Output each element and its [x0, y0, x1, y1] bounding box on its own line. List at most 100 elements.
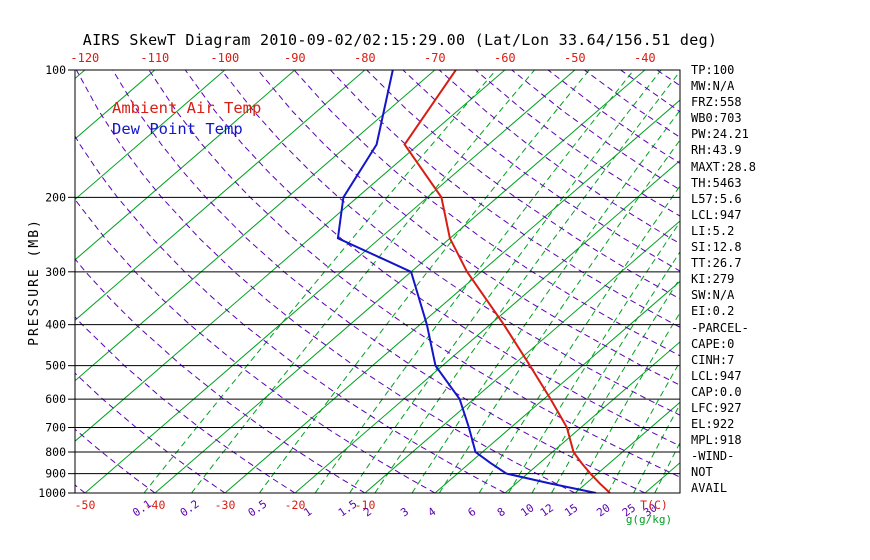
- stat-line: NOT: [691, 465, 713, 480]
- dry-adiabat-line: [75, 135, 506, 493]
- stat-line: TT:26.7: [691, 256, 742, 271]
- isotherm-line: [75, 70, 86, 80]
- mixing-ratio-line: [633, 403, 680, 493]
- dry-adiabat-line: [366, 70, 680, 300]
- isotherm-line: [574, 401, 680, 493]
- mixing-ratio-label: 20: [594, 501, 612, 519]
- mixing-ratio-label: 1: [301, 505, 314, 519]
- isotherm-line: [75, 70, 506, 442]
- isotherm-line: [84, 70, 576, 493]
- mixing-ratio-line: [349, 70, 662, 493]
- mixing-ratio-line: [654, 441, 680, 493]
- mixing-ratio-line: [607, 360, 680, 493]
- mixing-ratio-label: 25: [620, 501, 638, 519]
- mixing-ratio-line: [575, 311, 680, 493]
- dry-adiabat-line: [475, 70, 680, 217]
- stat-line: EI:0.2: [691, 304, 735, 319]
- isotherm-line: [75, 70, 436, 382]
- stat-line: LI:5.2: [691, 223, 735, 238]
- stat-line: MPL:918: [691, 433, 742, 448]
- dry-adiabat-line: [148, 70, 680, 478]
- stat-line: EL:922: [691, 417, 735, 432]
- dew-point-temp-curve: [336, 70, 597, 493]
- stat-line: PW:24.21: [691, 127, 749, 142]
- mixing-ratio-line: [411, 109, 680, 493]
- top-axis-temp-label: -50: [564, 51, 586, 65]
- stat-line: -WIND-: [691, 449, 735, 464]
- stat-line: SI:12.8: [691, 240, 742, 255]
- sounding-stats-panel: TP:100 MW:N/A FRZ:558 WB0:703 PW:24.21 RH:43.…: [691, 62, 756, 497]
- top-axis-temp-label: -120: [70, 51, 99, 65]
- isotherm-line: [294, 159, 680, 493]
- pressure-tick-label: 400: [45, 318, 66, 332]
- pressure-tick-label: 900: [45, 467, 66, 481]
- bottom-axis-temp-label: -10: [355, 498, 376, 512]
- pressure-tick-label: 800: [45, 445, 66, 459]
- top-axis-temp-label: -70: [424, 51, 446, 65]
- mixing-ratio-line: [551, 277, 680, 493]
- mixing-ratio-label: 8: [495, 505, 508, 519]
- dry-adiabat-line: [221, 70, 680, 416]
- dry-adiabat-line: [547, 70, 680, 164]
- mixing-ratio-label: 0.2: [178, 497, 202, 519]
- isotherm-line: [75, 70, 296, 261]
- dry-adiabat-line: [75, 70, 576, 493]
- bottom-axis-temp-label: -50: [75, 498, 96, 512]
- stat-line: MAXT:28.8: [691, 159, 757, 174]
- pressure-tick-label: 200: [45, 190, 66, 204]
- mixing-ratio-label: 6: [465, 505, 478, 519]
- stat-line: KI:279: [691, 272, 735, 287]
- dry-adiabat-line: [75, 428, 156, 493]
- mixing-ratio-label: 12: [538, 501, 556, 519]
- top-axis-temp-label: -100: [210, 51, 239, 65]
- stat-line: SW:N/A: [691, 288, 735, 303]
- plot-border: [74, 69, 681, 494]
- dry-adiabat-line: [257, 70, 680, 386]
- mixing-ratio-line: [143, 70, 497, 493]
- stat-line: TH:5463: [691, 175, 742, 190]
- stat-line: -PARCEL-: [691, 320, 749, 335]
- y-axis-title: PRESSURE (MB): [27, 218, 42, 346]
- stat-line: CINH:7: [691, 352, 735, 367]
- isotherm-line: [434, 280, 680, 493]
- stat-line: FRZ:558: [691, 95, 742, 110]
- stat-line: LCL:947: [691, 368, 742, 383]
- pressure-tick-label: 600: [45, 392, 66, 406]
- top-axis-temp-label: -110: [140, 51, 169, 65]
- top-axis-temp-label: -40: [634, 51, 656, 65]
- isotherm-line: [75, 70, 366, 321]
- pressure-tick-label: 1000: [38, 486, 66, 500]
- mixing-ratio-line: [314, 70, 635, 493]
- chart-title: AIRS SkewT Diagram 2010-09-02/02:15:29.0…: [82, 31, 718, 49]
- mixing-ratio-line: [191, 70, 535, 493]
- background-field-lines: [75, 70, 680, 493]
- isotherm-line: [75, 70, 226, 201]
- top-axis-temp-label: -80: [354, 51, 376, 65]
- dry-adiabat-line: [293, 70, 680, 357]
- ambient-air-temp-curve: [403, 70, 611, 493]
- mixing-ratio-line: [508, 221, 680, 493]
- isotherm-line: [504, 341, 680, 493]
- stat-line: CAPE:0: [691, 336, 735, 351]
- dry-adiabat-line: [184, 70, 680, 447]
- pressure-tick-label: 300: [45, 265, 66, 279]
- stat-line: AVAIL: [691, 481, 728, 496]
- mixing-ratio-line: [438, 139, 680, 493]
- sounding-curves: [336, 70, 611, 493]
- pressure-tick-label: 700: [45, 420, 66, 434]
- mixing-ratio-label: 15: [562, 501, 580, 519]
- bottom-axis-temp-label: -40: [145, 498, 166, 512]
- dry-adiabat-line: [438, 70, 680, 245]
- mixing-ratio-line: [478, 185, 680, 493]
- isotherm-line: [364, 220, 680, 493]
- dry-adiabat-line: [656, 70, 680, 87]
- top-axis-temp-label: -60: [494, 51, 516, 65]
- mixing-ratio-line: [258, 70, 590, 493]
- dry-adiabat-line: [75, 484, 86, 493]
- stat-line: MW:N/A: [691, 79, 735, 94]
- dry-adiabat-line: [75, 258, 366, 493]
- stat-line: L57:5.6: [691, 191, 742, 206]
- pressure-tick-label: 100: [45, 63, 66, 77]
- bottom-axis-temp-label: -30: [215, 498, 236, 512]
